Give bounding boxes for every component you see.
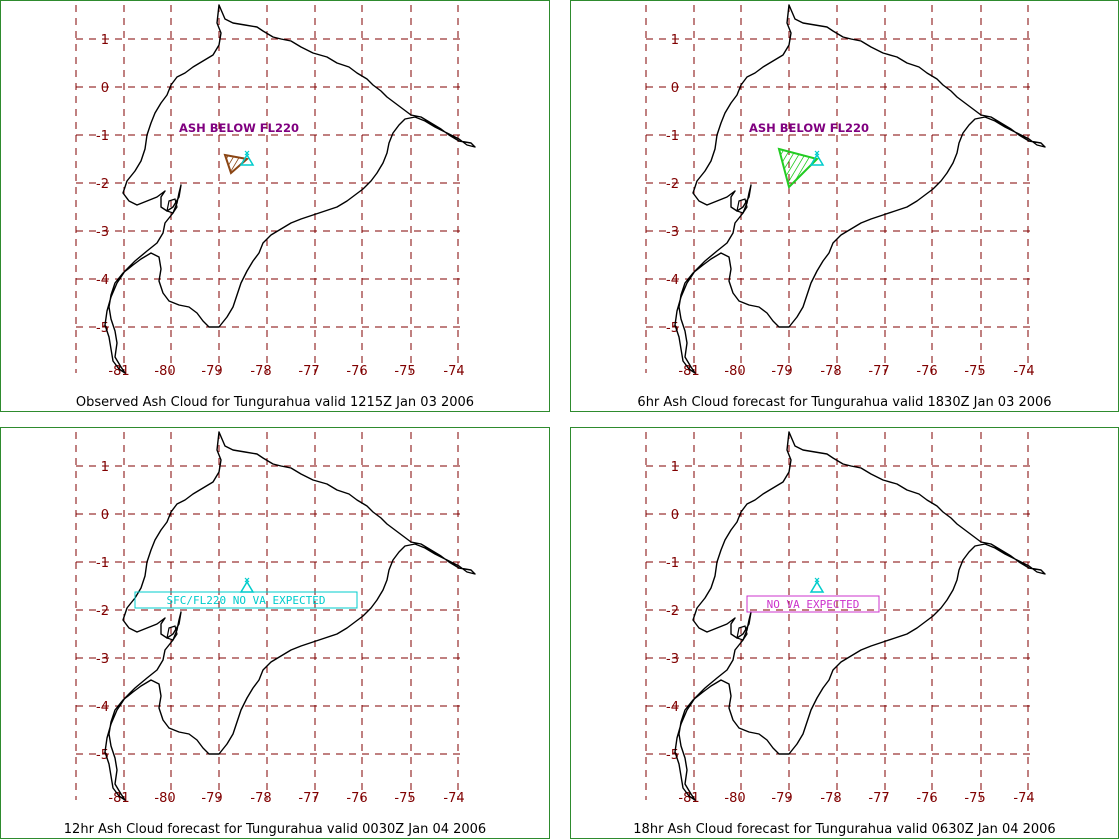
lat-tick-label: -4 (96, 700, 109, 715)
lon-tick-label: -79 (771, 791, 792, 806)
island-outline (736, 198, 748, 214)
ash-annotation: ASH BELOW FL220 (749, 121, 869, 135)
lon-tick-label: -79 (771, 364, 792, 379)
volcano-icon (809, 577, 825, 593)
lat-tick-label: -3 (96, 652, 109, 667)
coastline (674, 431, 1046, 801)
map-6hr: 1 0 -1 -2 -3 -4 -5 -81 -80 -79 -78 -77 -76 -75 -74 ASH … (645, 4, 1046, 379)
lat-tick-label: -1 (666, 556, 679, 571)
lat-lon-grid (75, 432, 463, 800)
lon-tick-label: -74 (1013, 791, 1034, 806)
lat-tick-label: 0 (671, 508, 679, 523)
island-outline (736, 625, 748, 641)
lon-tick-label: -79 (201, 364, 222, 379)
lon-tick-label: -76 (346, 791, 367, 806)
lat-lon-grid (645, 5, 1033, 373)
coastline (104, 4, 476, 374)
coastline (104, 431, 476, 801)
volcano-icon (239, 150, 255, 166)
lat-tick-label: -3 (666, 225, 679, 240)
lon-tick-label: -81 (108, 791, 129, 806)
panel-12hr-forecast: 1 0 -1 -2 -3 -4 -5 -81 -80 -79 -78 -77 -76 -75 -74 SFC/… (0, 427, 550, 839)
lon-tick-label: -80 (724, 791, 745, 806)
map-18hr: 1 0 -1 -2 -3 -4 -5 -81 -80 -79 -78 -77 -76 -75 -74 NO V… (645, 431, 1046, 806)
volcano-icon (809, 150, 825, 166)
panel-caption: 6hr Ash Cloud forecast for Tungurahua va… (637, 395, 1052, 410)
lat-tick-label: -5 (96, 321, 109, 336)
lat-tick-label: 1 (101, 33, 109, 48)
lon-tick-label: -81 (678, 791, 699, 806)
lon-tick-label: -81 (108, 364, 129, 379)
lat-tick-label: 1 (671, 33, 679, 48)
lat-tick-label: -4 (666, 700, 679, 715)
lon-tick-label: -74 (443, 791, 464, 806)
lon-tick-label: -81 (678, 364, 699, 379)
lon-tick-label: -76 (916, 791, 937, 806)
lat-tick-label: 0 (671, 81, 679, 96)
lat-tick-label: -1 (666, 129, 679, 144)
coastline (674, 4, 1046, 374)
lon-tick-label: -79 (201, 791, 222, 806)
ash-annotation-box: SFC/FL220 NO VA EXPECTED (134, 591, 358, 609)
lat-tick-label: -2 (666, 604, 679, 619)
lat-tick-label: -1 (96, 129, 109, 144)
lon-tick-label: -77 (868, 791, 889, 806)
map-observed: 1 0 -1 -2 -3 -4 -5 -81 -80 -79 -78 -77 -76 -75 -74 ASH … (75, 4, 476, 379)
lon-tick-label: -78 (820, 364, 841, 379)
lon-tick-label: -75 (964, 791, 985, 806)
panel-6hr-forecast: 1 0 -1 -2 -3 -4 -5 -81 -80 -79 -78 -77 -76 -75 -74 ASH … (570, 0, 1119, 412)
island-outline (166, 198, 178, 214)
ash-annotation: NO VA EXPECTED (767, 598, 860, 611)
ash-annotation: SFC/FL220 NO VA EXPECTED (167, 594, 326, 607)
lon-tick-label: -75 (394, 791, 415, 806)
lat-tick-label: -3 (96, 225, 109, 240)
lon-tick-label: -80 (724, 364, 745, 379)
panel-caption: 18hr Ash Cloud forecast for Tungurahua v… (633, 822, 1056, 837)
lat-lon-grid (645, 432, 1033, 800)
lat-tick-label: 1 (671, 460, 679, 475)
lon-tick-label: -77 (298, 364, 319, 379)
lat-tick-label: 0 (101, 81, 109, 96)
lat-tick-label: -5 (666, 748, 679, 763)
map-12hr: 1 0 -1 -2 -3 -4 -5 -81 -80 -79 -78 -77 -76 -75 -74 SFC/… (75, 431, 476, 806)
lon-tick-label: -78 (250, 364, 271, 379)
lat-tick-label: -5 (666, 321, 679, 336)
panel-caption: Observed Ash Cloud for Tungurahua valid … (75, 395, 475, 410)
lat-tick-label: 1 (101, 460, 109, 475)
lon-tick-label: -75 (394, 364, 415, 379)
panel-caption: 12hr Ash Cloud forecast for Tungurahua v… (63, 822, 487, 837)
lat-tick-label: -2 (96, 604, 109, 619)
lat-tick-label: -2 (96, 177, 109, 192)
lon-tick-label: -75 (964, 364, 985, 379)
ash-annotation-box: NO VA EXPECTED (746, 595, 880, 613)
lon-tick-label: -74 (1013, 364, 1034, 379)
ash-annotation: ASH BELOW FL220 (179, 121, 299, 135)
lat-tick-label: -4 (666, 273, 679, 288)
lon-tick-label: -78 (820, 791, 841, 806)
lon-tick-label: -76 (916, 364, 937, 379)
lon-tick-label: -80 (154, 364, 175, 379)
lat-tick-label: -3 (666, 652, 679, 667)
lon-tick-label: -77 (298, 791, 319, 806)
lat-tick-label: -2 (666, 177, 679, 192)
panel-observed: 1 0 -1 -2 -3 -4 -5 -81 -80 -79 -78 -77 -76 -75 -74 ASH … (0, 0, 550, 412)
panel-18hr-forecast: 1 0 -1 -2 -3 -4 -5 -81 -80 -79 -78 -77 -76 -75 -74 NO V… (570, 427, 1119, 839)
volcano-icon (239, 577, 255, 593)
lat-tick-label: -5 (96, 748, 109, 763)
lat-tick-label: -1 (96, 556, 109, 571)
lat-lon-grid (75, 5, 463, 373)
island-outline (166, 625, 178, 641)
lon-tick-label: -78 (250, 791, 271, 806)
lat-tick-label: 0 (101, 508, 109, 523)
lon-tick-label: -76 (346, 364, 367, 379)
lon-tick-label: -77 (868, 364, 889, 379)
lon-tick-label: -80 (154, 791, 175, 806)
lat-tick-label: -4 (96, 273, 109, 288)
lon-tick-label: -74 (443, 364, 464, 379)
